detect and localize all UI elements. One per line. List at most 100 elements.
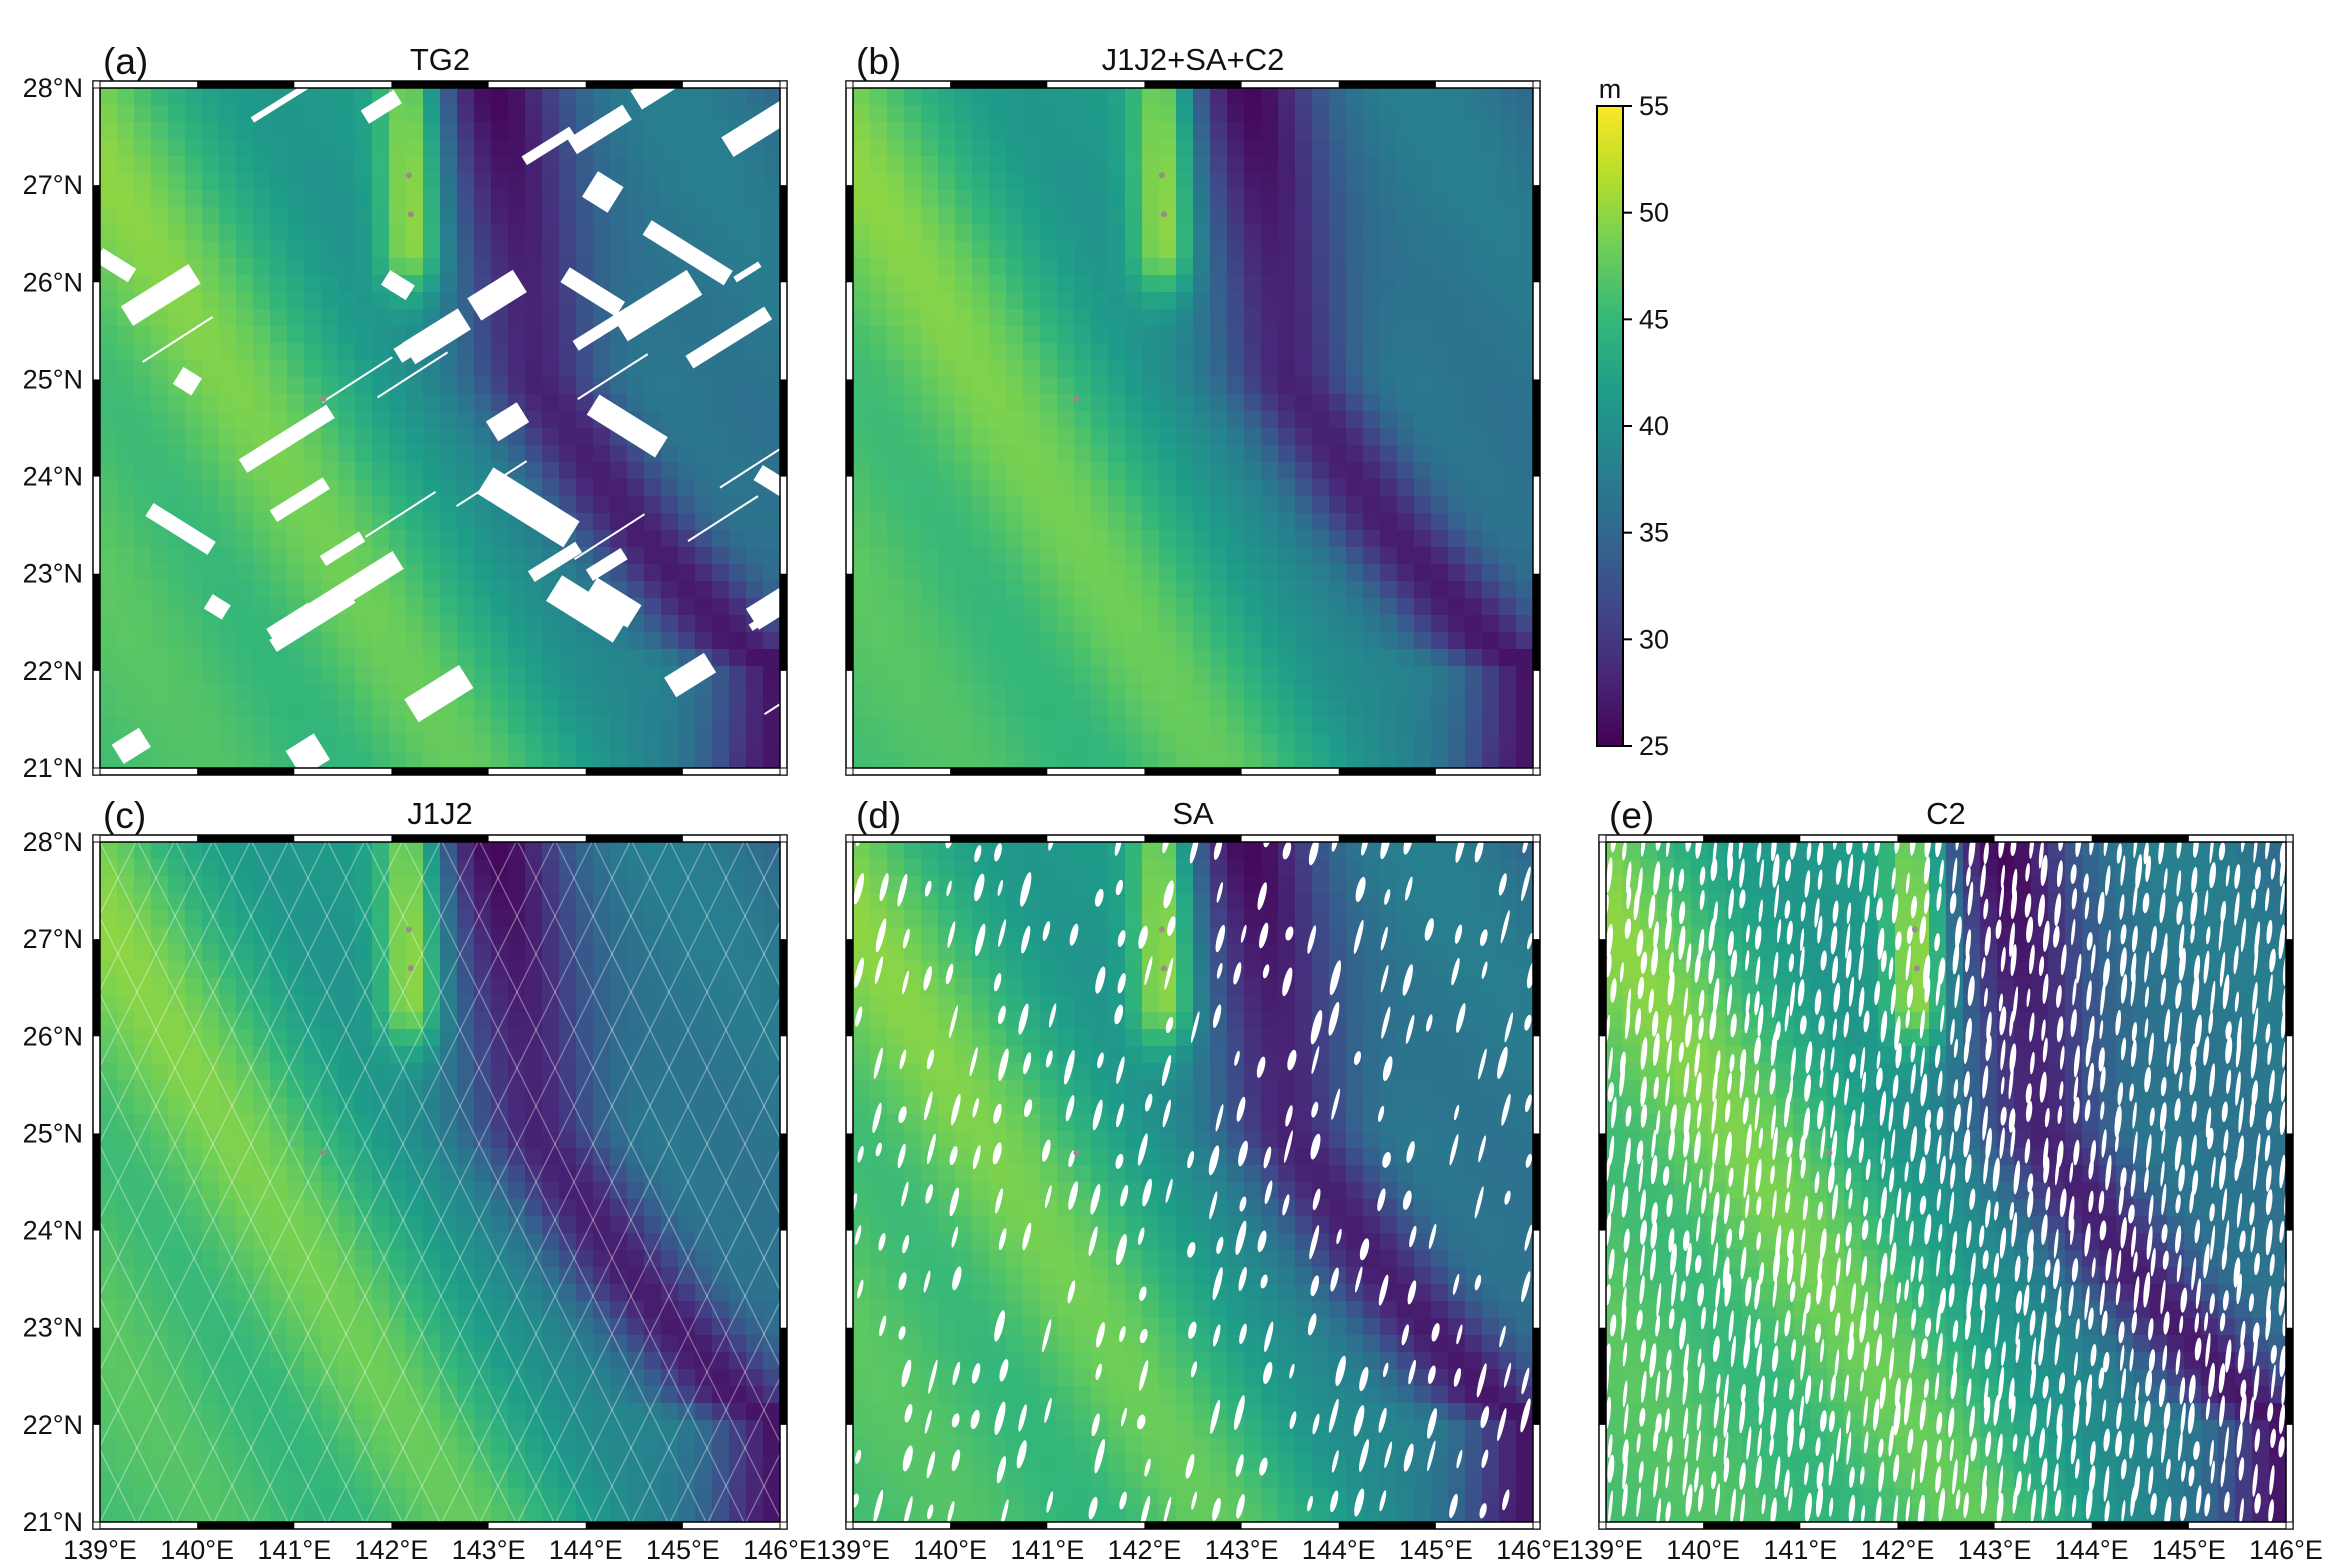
- cell: [508, 156, 526, 174]
- cell: [151, 893, 169, 911]
- cell: [355, 445, 373, 463]
- cell: [661, 1437, 679, 1455]
- cell: [338, 513, 356, 531]
- cell: [440, 1233, 458, 1251]
- cell: [525, 1199, 543, 1217]
- cell: [1482, 326, 1500, 344]
- cell: [559, 1488, 577, 1506]
- cell: [661, 547, 679, 565]
- cell: [389, 428, 407, 446]
- cell: [887, 547, 905, 565]
- cell: [1244, 241, 1262, 259]
- cell: [972, 326, 990, 344]
- cell: [1023, 224, 1041, 242]
- cell: [1278, 751, 1296, 768]
- cell: [593, 479, 611, 497]
- cell: [168, 462, 186, 480]
- cell: [1448, 581, 1466, 599]
- cell: [202, 105, 220, 123]
- cell: [1431, 649, 1449, 667]
- cell: [168, 190, 186, 208]
- cell: [1380, 683, 1398, 701]
- cell: [661, 598, 679, 616]
- cell: [627, 751, 645, 768]
- cell: [1397, 615, 1415, 633]
- cell: [1091, 496, 1109, 514]
- cell: [695, 1080, 713, 1098]
- cell: [593, 961, 611, 979]
- cell: [746, 1250, 764, 1268]
- cell: [955, 173, 973, 191]
- cell: [1074, 598, 1092, 616]
- cell: [644, 1165, 662, 1183]
- cell: [921, 411, 939, 429]
- cell: [321, 1080, 339, 1098]
- cell: [729, 876, 747, 894]
- cell: [100, 842, 118, 860]
- cell: [440, 1182, 458, 1200]
- gap-block: [304, 551, 404, 625]
- cell: [712, 700, 730, 718]
- cell: [1397, 190, 1415, 208]
- cell: [1142, 139, 1160, 157]
- cell: [457, 1267, 475, 1285]
- cell: [287, 1063, 305, 1081]
- cell: [1482, 530, 1500, 548]
- cell: [355, 1267, 373, 1285]
- track: [100, 842, 441, 1522]
- cell: [729, 1114, 747, 1132]
- cell: [185, 445, 203, 463]
- cell: [1125, 122, 1143, 140]
- cell: [338, 258, 356, 276]
- gap-line: [142, 316, 214, 363]
- cell: [423, 411, 441, 429]
- cell: [729, 751, 747, 768]
- cell: [168, 1046, 186, 1064]
- cell: [695, 1012, 713, 1030]
- cell: [423, 275, 441, 293]
- cell: [1295, 411, 1313, 429]
- cell: [525, 1250, 543, 1268]
- cell: [1227, 683, 1245, 701]
- cell: [287, 309, 305, 327]
- cell: [117, 122, 135, 140]
- cell: [423, 598, 441, 616]
- cell: [695, 1284, 713, 1302]
- cell: [168, 1250, 186, 1268]
- cell: [887, 292, 905, 310]
- cell: [1142, 190, 1160, 208]
- cell: [627, 1301, 645, 1319]
- cell: [955, 122, 973, 140]
- cell: [219, 961, 237, 979]
- cell: [253, 462, 271, 480]
- cell: [100, 1114, 118, 1132]
- cell: [270, 1012, 288, 1030]
- cell: [610, 1250, 628, 1268]
- cell: [1210, 309, 1228, 327]
- cell: [1210, 479, 1228, 497]
- cell: [661, 581, 679, 599]
- cell: [853, 275, 871, 293]
- cell: [1142, 343, 1160, 361]
- cell: [542, 944, 560, 962]
- cell: [729, 1471, 747, 1489]
- cell: [151, 1148, 169, 1166]
- cell: [1516, 139, 1533, 157]
- cell: [1125, 445, 1143, 463]
- cell: [1057, 377, 1075, 395]
- cell: [678, 377, 696, 395]
- cell: [168, 859, 186, 877]
- cell: [491, 683, 509, 701]
- cell: [423, 910, 441, 928]
- cell: [1448, 751, 1466, 768]
- cell: [853, 496, 871, 514]
- cell: [185, 1063, 203, 1081]
- cell: [355, 1488, 373, 1506]
- cell: [1006, 105, 1024, 123]
- cell: [1329, 632, 1347, 650]
- cell: [134, 1437, 152, 1455]
- cell: [1193, 734, 1211, 752]
- cell: [1006, 224, 1024, 242]
- cell: [304, 1216, 322, 1234]
- cell: [1397, 241, 1415, 259]
